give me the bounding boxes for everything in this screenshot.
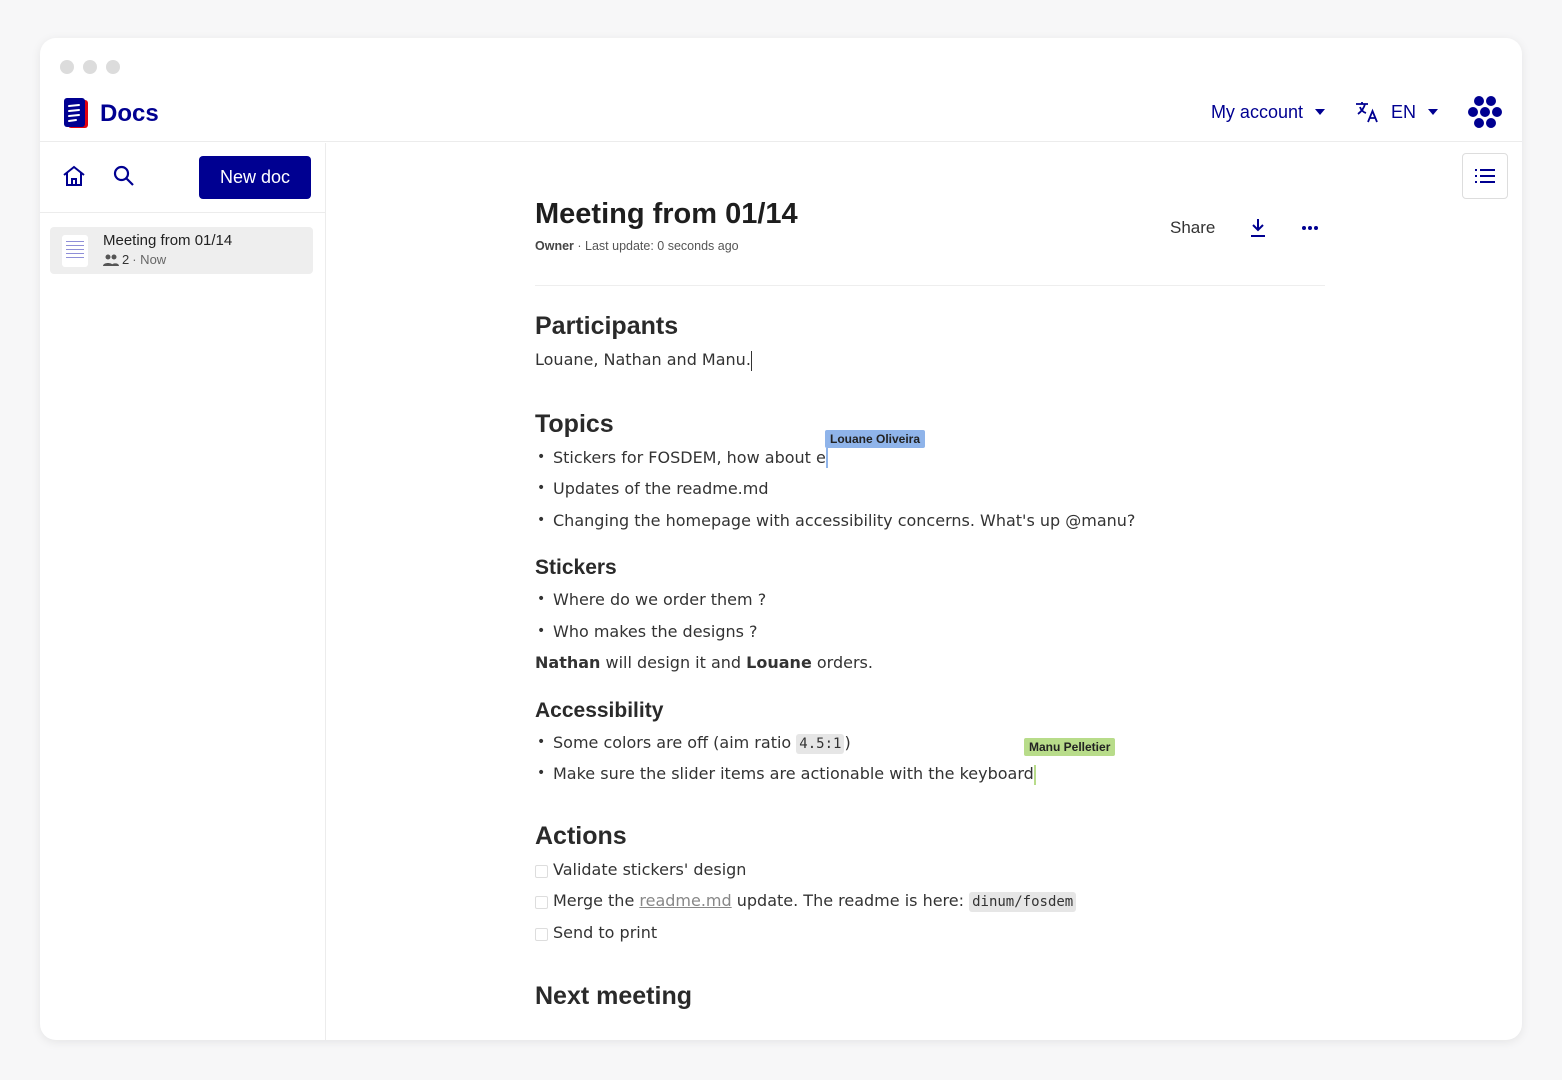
list-item: Where do we order them ? [535, 584, 1335, 616]
doc-participants-count: 2 [122, 252, 130, 267]
doc-list-item[interactable]: Meeting from 01/14 2 · Now [50, 227, 313, 274]
sidebar: New doc Meeting from 01/14 2 · Now [40, 143, 326, 1040]
editor[interactable]: Participants Louane, Nathan and Manu. To… [535, 312, 1335, 1014]
app-window: Docs My account EN New doc Meeting from … [40, 38, 1522, 1040]
list-item-text: Who makes the designs ? [553, 621, 758, 641]
list-item: Updates of the readme.md [535, 473, 1335, 505]
doc-item-title: Meeting from 01/14 [103, 232, 233, 249]
close-dot[interactable] [60, 60, 74, 74]
participants-text: Louane, Nathan and Manu. [535, 344, 1335, 376]
list-item-text: Stickers for FOSDEM, how about e [553, 447, 826, 467]
table-of-contents-button[interactable] [1462, 153, 1508, 199]
checklist-text: Validate stickers' design [553, 859, 747, 879]
divider [535, 285, 1325, 286]
heading-next-meeting: Next meeting [535, 982, 692, 1010]
list-item-text: Where do we order them ? [553, 590, 767, 609]
caret-down-icon [1314, 109, 1325, 115]
document-icon [62, 235, 88, 267]
logo[interactable]: Docs [62, 98, 159, 130]
summary-text: orders. [811, 653, 873, 672]
list-item-text: Changing the homepage with accessibility… [553, 510, 1136, 530]
participants-icon [103, 254, 119, 266]
doc-updated: · Now [132, 252, 167, 267]
list-item: Make sure the slider items are actionabl… [535, 738, 1335, 790]
heading-topics: Topics [535, 409, 614, 438]
caret-down-icon [1428, 109, 1438, 115]
checklist-text: Send to print [553, 922, 658, 942]
heading-participants: Participants [535, 312, 679, 340]
list-item: Changing the homepage with accessibility… [535, 505, 1335, 537]
document-area: Meeting from 01/14 Owner · Last update: … [535, 198, 1335, 1014]
list-item-text: Make sure the slider items are actionabl… [553, 764, 1034, 783]
collaborator-cursor [1033, 764, 1036, 785]
list-item-text: Updates of the readme.md [553, 479, 769, 498]
language-label: EN [1390, 101, 1416, 122]
bold-name: Nathan [535, 653, 601, 672]
heading-actions: Actions [535, 821, 627, 850]
collaborator-cursor [825, 448, 828, 468]
stickers-summary: Nathan will design it and Louane orders. [535, 647, 1335, 679]
checklist-item[interactable]: Merge the readme.md update. The readme i… [535, 885, 1335, 917]
list-item-text: ) [844, 732, 851, 752]
more-options-icon[interactable] [1301, 225, 1319, 231]
summary-text: will design it and [600, 653, 747, 672]
checklist-item[interactable]: Validate stickers' design [535, 854, 1335, 886]
checklist-text: update. The readme is here: [731, 891, 970, 910]
minimize-dot[interactable] [83, 60, 97, 74]
maximize-dot[interactable] [106, 60, 120, 74]
app-name: Docs [100, 100, 159, 127]
account-label: My account [1210, 101, 1303, 122]
checklist-item[interactable]: Send to print [535, 917, 1335, 949]
heading-stickers: Stickers [535, 556, 617, 579]
paragraph-text: Louane, Nathan and Manu. [535, 350, 751, 369]
my-account-menu[interactable]: My account [1211, 102, 1325, 123]
role: Owner [535, 239, 574, 253]
document-title[interactable]: Meeting from 01/14 [535, 198, 798, 230]
translate-icon [1355, 102, 1378, 123]
inline-code: 4.5:1 [796, 733, 845, 754]
search-icon[interactable] [113, 165, 135, 187]
app-grid-icon[interactable] [1468, 96, 1502, 128]
checklist-text: Merge the [553, 891, 640, 910]
collaborator-label: Louane Oliveira [825, 429, 926, 448]
last-update: · Last update: 0 seconds ago [573, 239, 739, 253]
inline-code: dinum/fosdem [969, 892, 1077, 912]
list-item-text: Some colors are off (aim ratio [553, 732, 797, 752]
list-item: Some colors are off (aim ratio 4.5:1) [535, 727, 1335, 759]
heading-accessibility: Accessibility [535, 698, 664, 722]
bold-name: Louane [746, 653, 812, 672]
docs-logo-icon [64, 98, 88, 128]
list-icon [1475, 169, 1495, 183]
collaborator-label: Manu Pelletier [1024, 738, 1116, 756]
readme-link[interactable]: readme.md [639, 891, 732, 910]
text-cursor [750, 350, 752, 371]
download-icon[interactable] [1249, 218, 1267, 238]
window-controls [60, 60, 120, 74]
share-button[interactable]: Share [1170, 218, 1216, 237]
new-doc-button[interactable]: New doc [199, 156, 311, 199]
home-icon[interactable] [62, 165, 86, 187]
list-item: Who makes the designs ? [535, 616, 1335, 648]
app-header: Docs My account EN [40, 88, 1522, 142]
language-menu[interactable]: EN [1355, 100, 1438, 124]
